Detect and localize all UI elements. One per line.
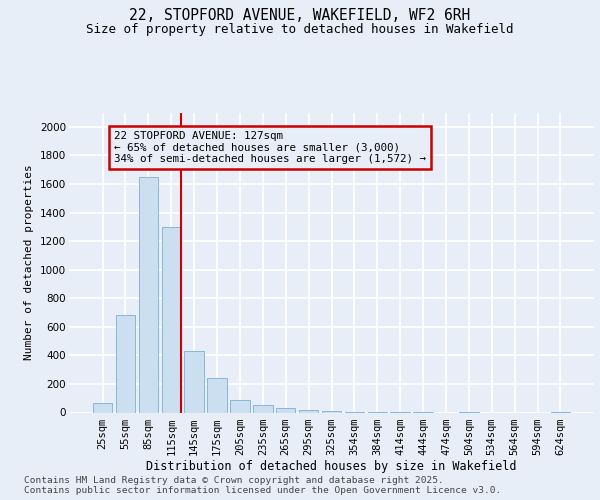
- Bar: [253, 406, 272, 412]
- Text: 22, STOPFORD AVENUE, WAKEFIELD, WF2 6RH: 22, STOPFORD AVENUE, WAKEFIELD, WF2 6RH: [130, 8, 470, 22]
- Bar: [184, 351, 204, 412]
- Bar: [139, 177, 158, 412]
- Bar: [208, 378, 227, 412]
- Bar: [276, 408, 295, 412]
- Text: 22 STOPFORD AVENUE: 127sqm
← 65% of detached houses are smaller (3,000)
34% of s: 22 STOPFORD AVENUE: 127sqm ← 65% of deta…: [114, 131, 426, 164]
- Y-axis label: Number of detached properties: Number of detached properties: [25, 164, 34, 360]
- Bar: [116, 316, 135, 412]
- Text: Size of property relative to detached houses in Wakefield: Size of property relative to detached ho…: [86, 22, 514, 36]
- X-axis label: Distribution of detached houses by size in Wakefield: Distribution of detached houses by size …: [146, 460, 517, 473]
- Bar: [230, 400, 250, 412]
- Bar: [161, 227, 181, 412]
- Bar: [299, 410, 319, 412]
- Text: Contains HM Land Registry data © Crown copyright and database right 2025.
Contai: Contains HM Land Registry data © Crown c…: [24, 476, 501, 495]
- Bar: [93, 402, 112, 412]
- Bar: [322, 411, 341, 412]
